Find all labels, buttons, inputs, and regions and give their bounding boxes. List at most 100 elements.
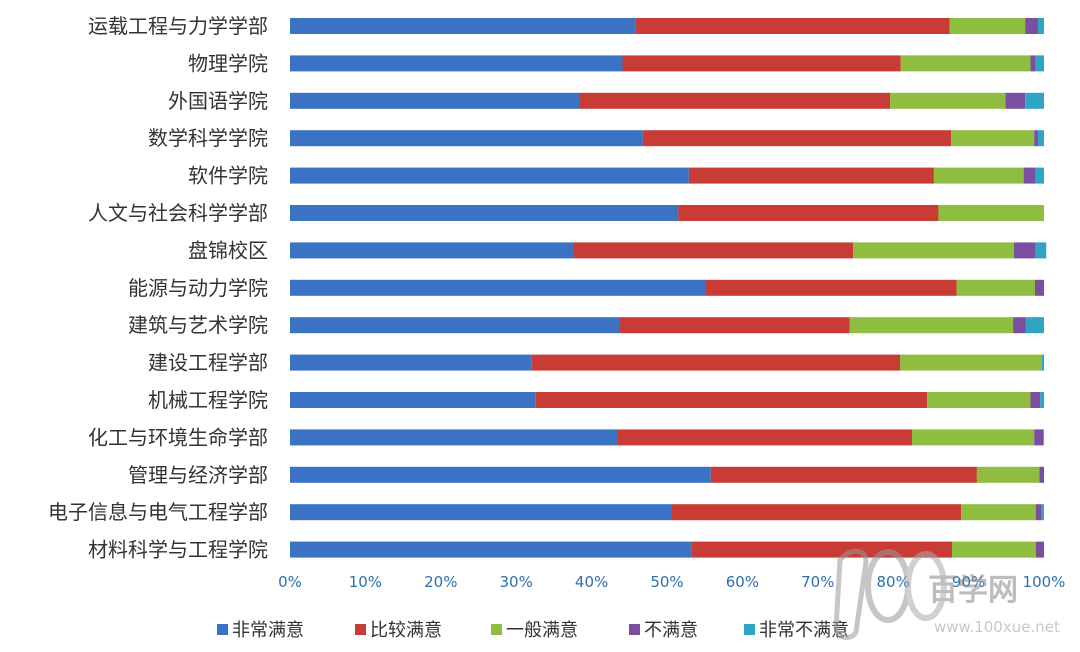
category-label: 建筑与艺术学院 <box>128 313 268 337</box>
bar-segment <box>678 205 939 221</box>
legend: 非常满意 比较满意 一般满意 不满意 非常不满意 <box>217 620 849 641</box>
x-axis-ticks: 0% 10% 20% 30% 40% 50% 60% 70% 80% 90% 100% <box>278 573 1065 591</box>
category-label: 电子信息与电气工程学部 <box>48 500 268 524</box>
bar-segment <box>976 466 1040 483</box>
bar-segment <box>952 541 1036 558</box>
category-label: 化工与环境生命学部 <box>88 425 268 449</box>
bar-segment <box>290 354 532 371</box>
bar-segment <box>642 130 952 147</box>
bar-segment <box>290 279 706 296</box>
x-tick-label: 40% <box>575 573 608 591</box>
bar-segment <box>890 92 1006 109</box>
category-label: 管理与经济学部 <box>128 463 268 487</box>
bar-segment <box>1034 130 1038 147</box>
bar-segment <box>290 92 580 109</box>
legend-swatch <box>629 624 640 635</box>
bar-segment <box>290 466 711 483</box>
legend-label: 不满意 <box>644 620 698 641</box>
category-label: 能源与动力学院 <box>128 276 268 300</box>
bar-segment <box>705 279 957 296</box>
bar-segment <box>573 242 854 259</box>
x-tick-label: 10% <box>349 573 382 591</box>
bar-segment <box>1030 55 1036 72</box>
x-tick-label: 90% <box>952 573 985 591</box>
category-label: 材料科学与工程学院 <box>88 538 268 562</box>
bar-segment <box>619 317 850 334</box>
bar-segment <box>1030 392 1041 408</box>
bar-segment <box>617 429 913 446</box>
bar-segment <box>290 205 679 221</box>
legend-swatch <box>355 624 366 635</box>
bar-segment <box>290 429 618 446</box>
category-label: 盘锦校区 <box>188 238 268 262</box>
bar-segment <box>290 317 620 334</box>
bar-segment <box>899 354 1042 371</box>
bar-segment <box>1023 167 1036 184</box>
bar-segment <box>688 167 934 184</box>
bar-segment <box>290 167 689 184</box>
bar-segment <box>1037 18 1044 34</box>
watermark-url: www.100xue.net <box>934 618 1060 636</box>
category-label: 人文与社会科学学部 <box>88 201 268 225</box>
bar-segment <box>853 242 1014 259</box>
legend-label: 一般满意 <box>506 620 578 641</box>
bar-segment <box>1035 55 1044 72</box>
bar-segment <box>1035 242 1047 259</box>
bar-segment <box>1035 167 1044 184</box>
bar-segment <box>579 92 891 109</box>
bar-segment <box>1039 466 1044 483</box>
bar-segment <box>933 167 1024 184</box>
bar-segment <box>949 18 1026 34</box>
bar-segment <box>290 130 643 147</box>
bar-segment <box>1040 392 1044 408</box>
bar-segment <box>927 392 1031 408</box>
bar-segment <box>849 317 1014 334</box>
bar-segment <box>1035 541 1044 558</box>
bar-segment <box>1041 354 1044 371</box>
x-tick-label: 20% <box>424 573 457 591</box>
category-label: 数学科学学院 <box>148 126 268 150</box>
bar-segment <box>622 55 901 72</box>
x-tick-label: 30% <box>500 573 533 591</box>
x-tick-label: 100% <box>1023 573 1066 591</box>
category-label: 外国语学院 <box>168 89 268 113</box>
bar-segment <box>956 279 1035 296</box>
category-label: 运载工程与力学学部 <box>88 14 268 38</box>
bar-segment <box>1013 242 1036 259</box>
x-tick-label: 80% <box>877 573 910 591</box>
bar-segment <box>290 392 536 408</box>
bar-segment <box>290 541 692 558</box>
bar-segment <box>1013 317 1026 334</box>
category-label: 机械工程学院 <box>148 388 268 412</box>
bars-area <box>290 18 1047 558</box>
bar-segment <box>1025 317 1044 334</box>
legend-swatch <box>217 624 228 635</box>
bar-segment <box>1025 92 1044 109</box>
bar-segment <box>951 130 1035 147</box>
category-label: 软件学院 <box>188 164 268 188</box>
bar-segment <box>671 504 962 521</box>
bar-segment <box>290 504 672 521</box>
watermark: 百学网 www.100xue.net <box>833 548 1060 640</box>
bar-segment <box>535 392 928 408</box>
category-labels: 运载工程与力学学部物理学院外国语学院数学科学学院软件学院人文与社会科学学部盘锦校… <box>48 14 268 562</box>
legend-label: 非常满意 <box>232 620 304 641</box>
bar-segment <box>1037 130 1044 147</box>
bar-segment <box>290 18 636 34</box>
bar-segment <box>290 55 623 72</box>
bar-segment <box>531 354 900 371</box>
watermark-logo <box>833 548 947 640</box>
x-tick-label: 70% <box>801 573 834 591</box>
category-label: 物理学院 <box>188 51 268 75</box>
bar-segment <box>1034 279 1044 296</box>
bar-segment <box>1035 504 1042 521</box>
bar-segment <box>1034 429 1044 446</box>
watermark-brand: 百学网 <box>928 573 1018 608</box>
bar-segment <box>961 504 1036 521</box>
bar-segment <box>635 18 950 34</box>
legend-label: 比较满意 <box>370 620 442 641</box>
bar-segment <box>290 242 574 259</box>
bar-segment <box>1005 92 1026 109</box>
x-tick-label: 0% <box>278 573 302 591</box>
